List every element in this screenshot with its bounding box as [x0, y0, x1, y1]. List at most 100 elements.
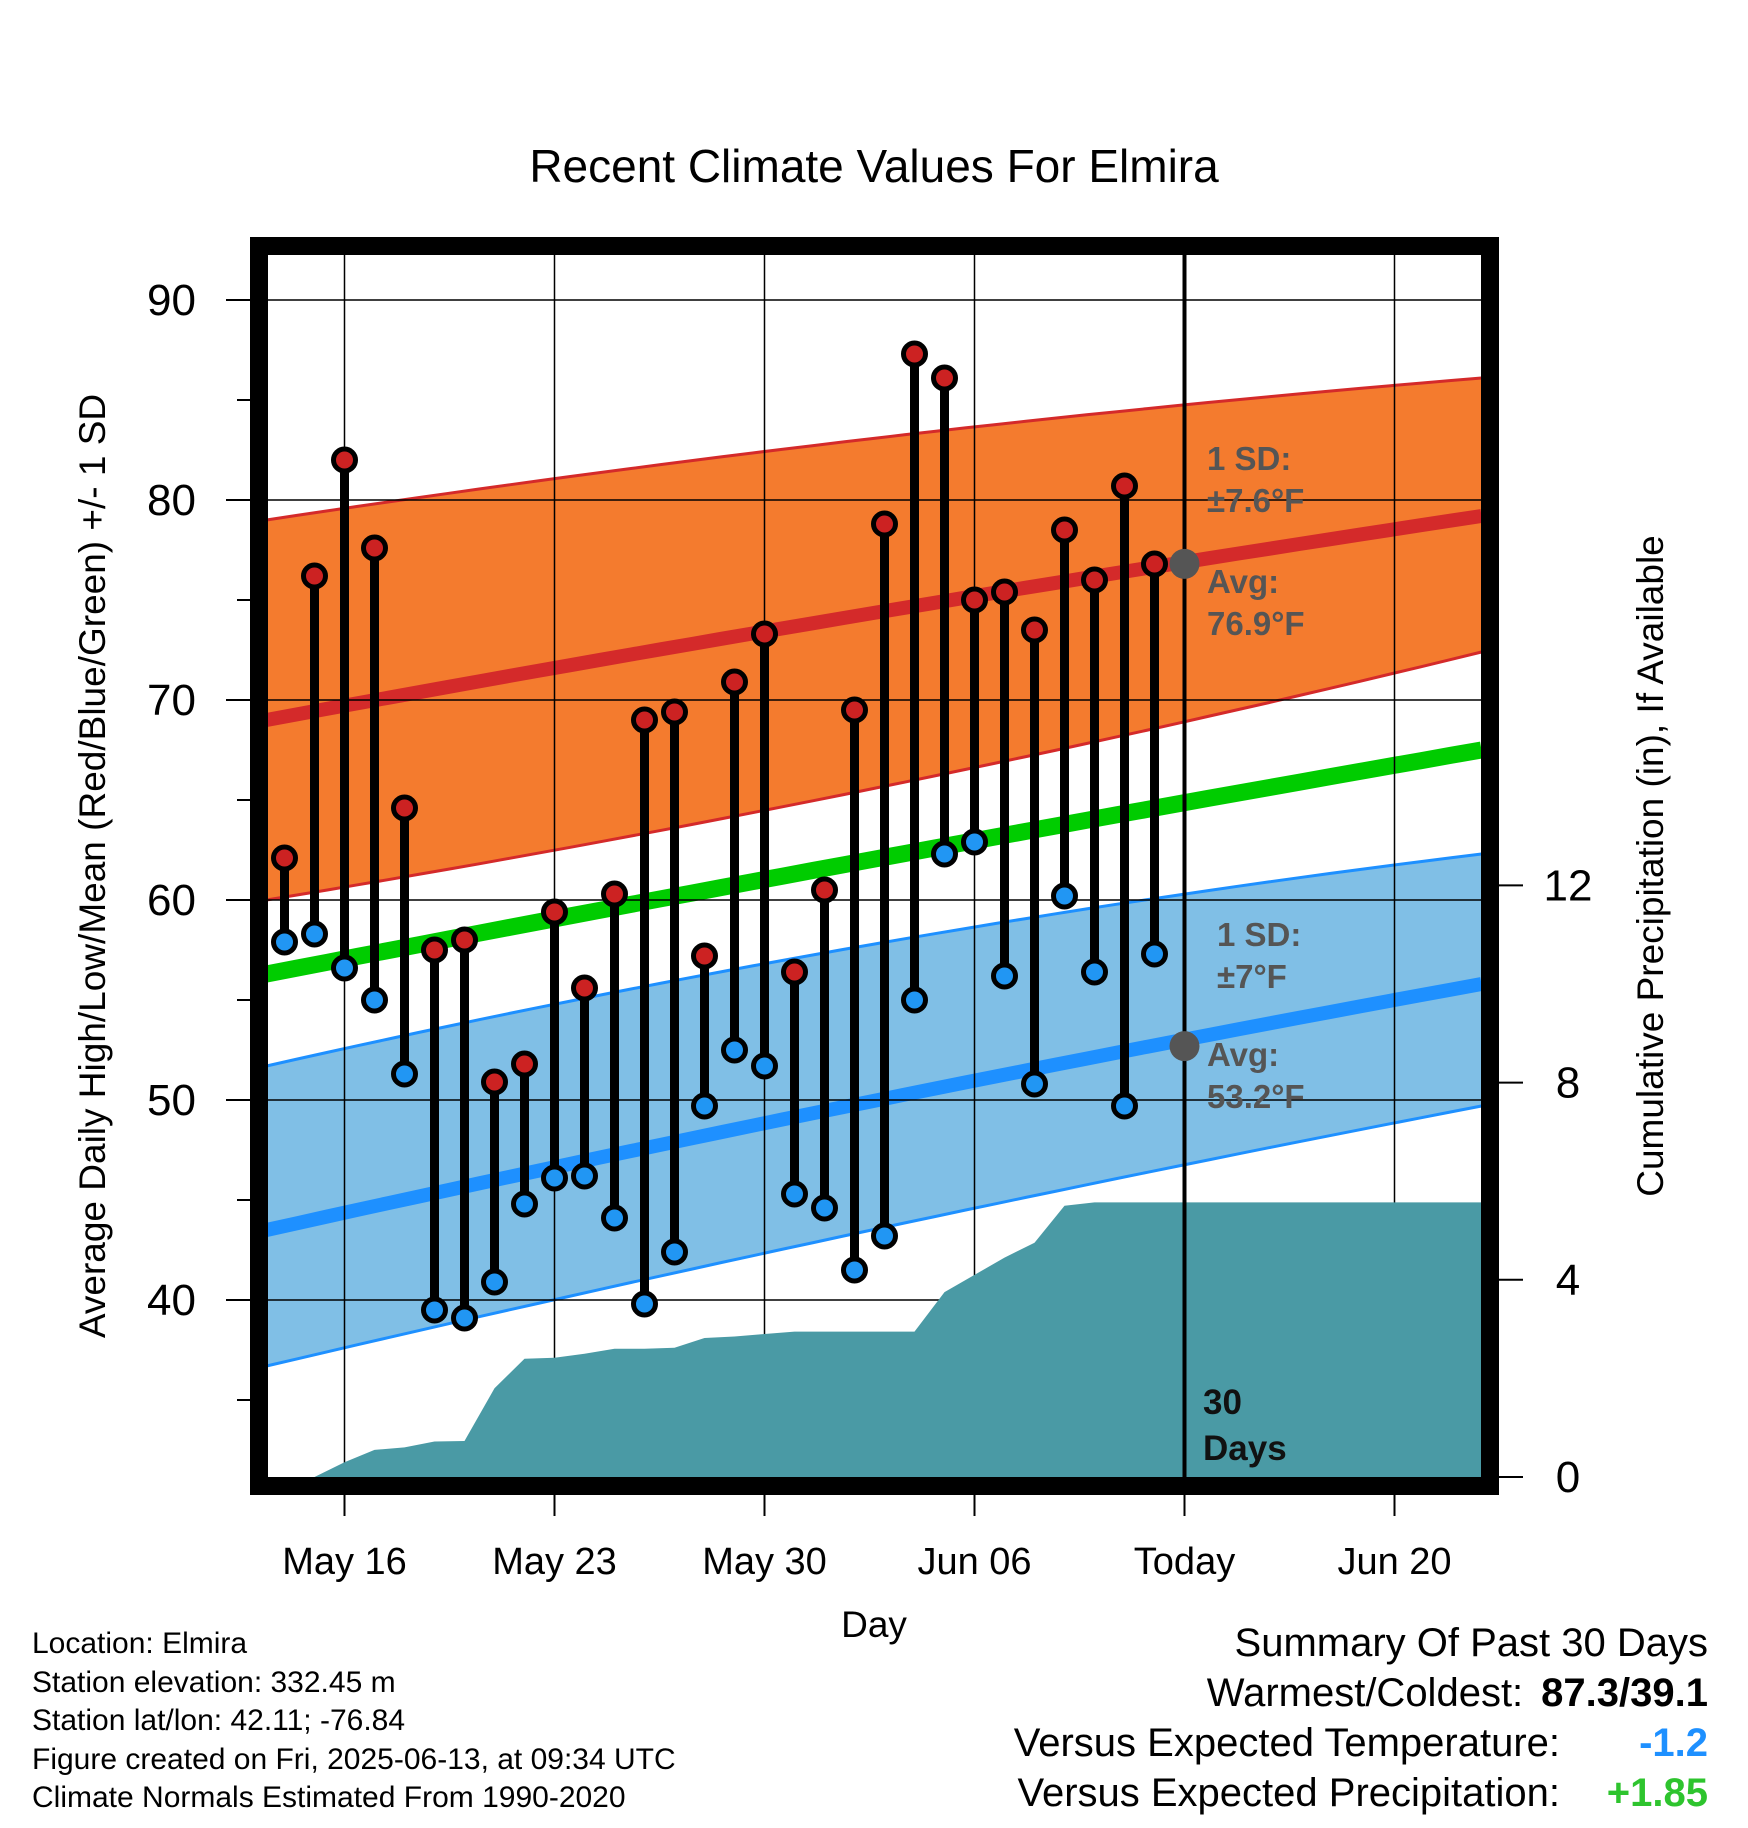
high-point: [631, 706, 658, 734]
y-tick-label: 40: [147, 1276, 196, 1325]
latlon-text: Station lat/lon: 42.11; -76.84: [32, 1704, 406, 1737]
plot-frame: [250, 237, 1499, 1495]
days-annotation: 30 Days: [1203, 1383, 1287, 1468]
high-point: [961, 586, 988, 614]
x-axis-label: Day: [841, 1604, 907, 1645]
days-count: 30: [1203, 1383, 1242, 1422]
high-avg-label: Avg:: [1207, 563, 1279, 600]
low-point: [1141, 940, 1168, 968]
low-point: [721, 1036, 748, 1064]
low-point: [601, 1204, 628, 1232]
y-tick-label: 90: [147, 276, 196, 325]
y2-tick-label: 4: [1556, 1256, 1580, 1305]
y-tick-label: 80: [147, 476, 196, 525]
high-point: [1081, 566, 1108, 594]
high-point: [451, 926, 478, 954]
today-marker: [1169, 255, 1200, 1477]
high-band-upper-edge: [266, 376, 1482, 522]
y-tick-label: 60: [147, 876, 196, 925]
low-point: [751, 1052, 778, 1080]
high-point: [541, 898, 568, 926]
low-avg-label: Avg:: [1207, 1036, 1279, 1073]
high-sd-label: 1 SD:: [1207, 440, 1291, 477]
low-point: [841, 1256, 868, 1284]
low-point: [271, 928, 298, 956]
y-tick-label: 50: [147, 1076, 196, 1125]
low-point: [811, 1194, 838, 1222]
high-point: [871, 510, 898, 538]
y-tick-label: 70: [147, 676, 196, 725]
precip-value: +1.85: [1606, 1771, 1708, 1815]
high-point: [601, 880, 628, 908]
precipitation-fill: [284, 1202, 1482, 1477]
high-point: [721, 668, 748, 696]
summary-temp: Versus Expected Temperature: -1.2: [1014, 1718, 1708, 1768]
low-point: [991, 962, 1018, 990]
precipitation-area: [284, 1202, 1482, 1477]
low-point: [391, 1060, 418, 1088]
low-point: [931, 840, 958, 868]
location-text: Location: Elmira: [32, 1627, 248, 1660]
low-point: [301, 920, 328, 948]
high-point: [361, 534, 388, 562]
low-point: [421, 1296, 448, 1324]
x-tick-label: May 23: [492, 1541, 617, 1583]
station-info: Location: Elmira Station elevation: 332.…: [32, 1625, 676, 1818]
high-point: [571, 974, 598, 1002]
high-point: [391, 794, 418, 822]
high-point: [901, 340, 928, 368]
low-point: [511, 1190, 538, 1218]
y-axis-label-left: Average Daily High/Low/Mean (Red/Blue/Gr…: [72, 394, 113, 1338]
x-tick-label: May 16: [282, 1541, 407, 1583]
x-tick-label: Jun 20: [1337, 1541, 1451, 1583]
low-point: [781, 1180, 808, 1208]
temp-label: Versus Expected Temperature:: [1013, 1721, 1560, 1765]
x-tick-label: Jun 06: [917, 1541, 1031, 1583]
low-point: [871, 1222, 898, 1250]
y2-tick-label: 0: [1556, 1453, 1580, 1502]
low-point: [661, 1238, 688, 1266]
low-sd-band: [266, 854, 1482, 1366]
low-sd-value: ±7°F: [1217, 958, 1287, 995]
high-point: [1051, 516, 1078, 544]
low-point: [451, 1304, 478, 1332]
y2-tick-label: 12: [1544, 861, 1593, 910]
low-point: [631, 1290, 658, 1318]
today-low-avg-dot: [1169, 1031, 1200, 1062]
high-point: [811, 876, 838, 904]
high-point: [781, 958, 808, 986]
daily-temperature-bars: [271, 340, 1168, 1332]
low-point: [1111, 1092, 1138, 1120]
days-label: Days: [1203, 1429, 1287, 1468]
low-avg-value: 53.2°F: [1207, 1078, 1305, 1115]
high-point: [301, 562, 328, 590]
low-point: [691, 1092, 718, 1120]
temp-value: -1.2: [1639, 1721, 1708, 1765]
axes: 40 50 60 70 80 90 0 4 8 12 May 16 May 23 May 30 Jun 0…: [147, 276, 1592, 1583]
high-sd-value: ±7.6°F: [1207, 482, 1304, 519]
high-point: [751, 620, 778, 648]
low-point: [361, 986, 388, 1014]
y-axis-label-right: Cumulative Precipitation (in), If Availa…: [1630, 535, 1671, 1197]
high-point: [481, 1068, 508, 1096]
precip-label: Versus Expected Precipitation:: [1017, 1771, 1560, 1815]
low-point: [541, 1164, 568, 1192]
summary-panel: Summary Of Past 30 Days Warmest/Coldest:…: [1014, 1618, 1708, 1818]
created-text: Figure created on Fri, 2025-06-13, at 09…: [32, 1742, 676, 1776]
high-point: [271, 844, 298, 872]
low-annotation: 1 SD: ±7°F Avg: 53.2°F: [1207, 916, 1305, 1115]
high-point: [1141, 550, 1168, 578]
low-point: [331, 954, 358, 982]
low-point: [1081, 958, 1108, 986]
low-point: [901, 986, 928, 1014]
x-tick-label: May 30: [702, 1541, 827, 1583]
normals-text: Climate Normals Estimated From 1990-2020: [32, 1781, 626, 1814]
today-high-avg-dot: [1169, 548, 1200, 579]
warm-cold-label: Warmest/Coldest:: [1206, 1671, 1524, 1715]
high-point: [1021, 616, 1048, 644]
warm-cold-value: 87.3/39.1: [1541, 1671, 1708, 1715]
low-point: [961, 828, 988, 856]
low-point: [1051, 882, 1078, 910]
elevation-text: Station elevation: 332.45 m: [32, 1665, 396, 1699]
